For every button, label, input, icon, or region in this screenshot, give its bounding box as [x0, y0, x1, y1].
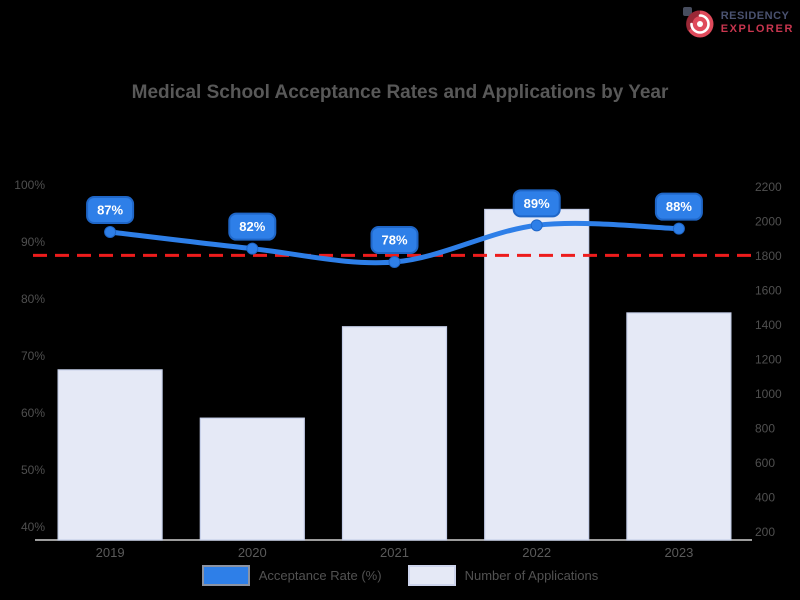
- rate-label-2020: 82%: [239, 219, 265, 234]
- right-axis-tick: 600: [755, 456, 775, 470]
- logo-wordmark: RESIDENCY EXPLORER: [721, 10, 794, 36]
- right-axis-tick: 1200: [755, 353, 782, 367]
- bar-2021[interactable]: [341, 326, 448, 541]
- bar-2019[interactable]: [57, 369, 163, 541]
- left-axis-tick: 60%: [21, 406, 45, 420]
- legend-item-acceptance-rate[interactable]: Acceptance Rate (%): [201, 565, 382, 586]
- right-axis-tick: 1400: [755, 318, 782, 332]
- left-axis-tick: 40%: [21, 520, 45, 534]
- legend-swatch-line: [201, 565, 250, 586]
- chart-title: Medical School Acceptance Rates and Appl…: [131, 82, 669, 103]
- left-axis-tick: 50%: [21, 463, 45, 477]
- bar-2023[interactable]: [626, 312, 732, 541]
- left-axis-tick: 90%: [21, 235, 45, 249]
- rate-label-box-2019: [86, 196, 135, 224]
- legend-label-line: Acceptance Rate (%): [258, 568, 382, 583]
- residency-explorer-logo: RESIDENCY EXPLORER: [682, 5, 794, 41]
- bar-2020[interactable]: [199, 417, 305, 541]
- x-axis-label-2021: 2021: [380, 545, 409, 560]
- rate-label-2023: 88%: [666, 199, 692, 214]
- rate-label-box-2023: [654, 192, 703, 221]
- rate-point-2019[interactable]: [104, 226, 117, 238]
- rate-label-2021: 78%: [381, 233, 407, 248]
- right-axis-tick: 200: [755, 525, 775, 539]
- legend-swatch-bar: [407, 565, 456, 586]
- rate-label-box-2020: [228, 212, 277, 241]
- right-axis-tick: 1600: [755, 284, 782, 298]
- rate-point-2021[interactable]: [388, 256, 401, 268]
- x-axis-label-2022: 2022: [522, 545, 551, 560]
- rate-label-box-2021: [370, 226, 419, 254]
- rate-point-2020[interactable]: [246, 242, 259, 255]
- chart-legend: Acceptance Rate (%) Number of Applicatio…: [0, 565, 800, 586]
- x-axis-label-2023: 2023: [664, 545, 693, 560]
- x-axis-label-2020: 2020: [238, 545, 267, 560]
- rate-label-box-2022: [512, 189, 561, 218]
- right-axis-tick: 800: [755, 422, 775, 436]
- logo-swirl-icon: [682, 7, 714, 38]
- left-axis-tick: 100%: [14, 178, 45, 192]
- rate-point-2023[interactable]: [672, 222, 685, 235]
- rate-label-2022: 89%: [524, 196, 550, 211]
- bar-2022[interactable]: [484, 208, 590, 541]
- legend-label-bar: Number of Applications: [464, 568, 599, 583]
- logo-line2: EXPLORER: [720, 23, 794, 35]
- x-axis-label-2019: 2019: [96, 545, 125, 560]
- right-axis-tick: 400: [755, 491, 775, 505]
- rate-label-2019: 87%: [97, 203, 123, 218]
- right-axis-tick: 2200: [755, 180, 782, 194]
- rate-point-2022[interactable]: [530, 219, 543, 232]
- right-axis-tick: 1800: [755, 249, 782, 263]
- right-axis-tick: 1000: [755, 387, 782, 401]
- left-axis-tick: 80%: [21, 292, 45, 306]
- logo-line1: RESIDENCY: [720, 10, 790, 22]
- right-axis-tick: 2000: [755, 215, 782, 229]
- left-axis-tick: 70%: [21, 349, 45, 363]
- legend-item-applications[interactable]: Number of Applications: [407, 565, 599, 586]
